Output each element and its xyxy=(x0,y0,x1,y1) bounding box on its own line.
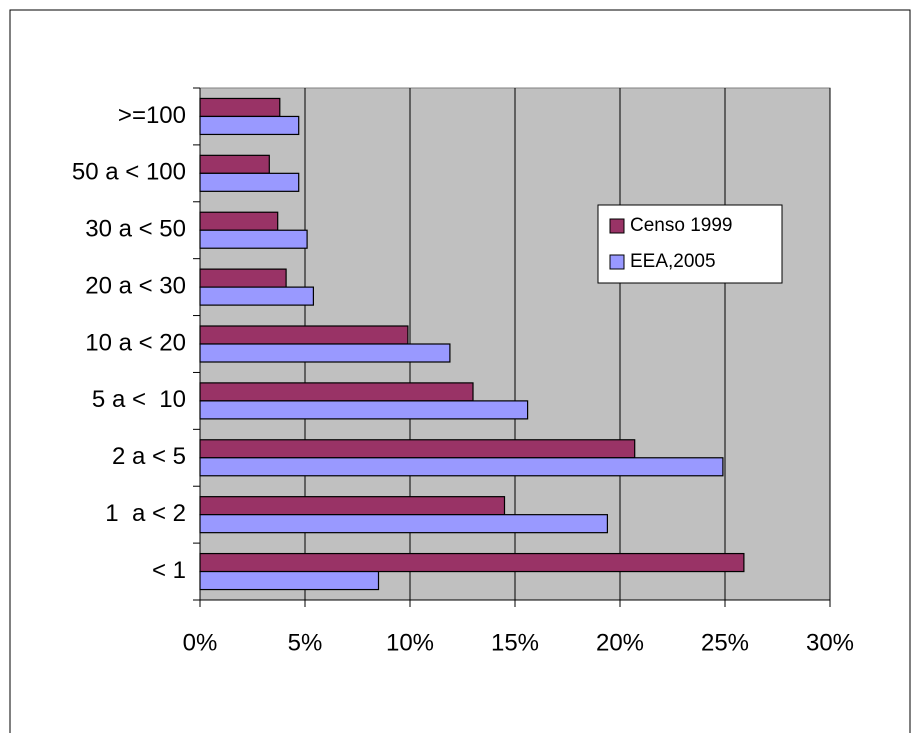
bar xyxy=(199,514,608,534)
legend-swatch xyxy=(609,254,625,270)
legend-swatch xyxy=(609,218,625,234)
legend-label: EEA,2005 xyxy=(630,251,716,272)
bar xyxy=(199,439,636,459)
y-tick-label: < 1 xyxy=(152,557,186,584)
y-tick-label: 30 a < 50 xyxy=(85,216,186,243)
y-tick-label: 5 a < 10 xyxy=(92,386,186,413)
bar xyxy=(199,172,300,192)
x-tick-label: 5% xyxy=(288,629,323,656)
bar xyxy=(199,400,529,420)
y-tick-label: 10 a < 20 xyxy=(85,329,186,356)
x-tick-label: 15% xyxy=(491,629,539,656)
x-tick-label: 25% xyxy=(701,629,749,656)
bar xyxy=(199,382,474,402)
y-tick-label: >=100 xyxy=(118,102,186,129)
bar xyxy=(199,343,451,363)
bar xyxy=(199,97,281,118)
y-tick-label: 2 a < 5 xyxy=(112,443,186,470)
bar xyxy=(199,457,724,477)
x-tick-label: 30% xyxy=(806,629,854,656)
bar xyxy=(199,325,409,345)
x-tick-label: 0% xyxy=(183,629,218,656)
bar xyxy=(199,552,745,573)
x-tick-label: 20% xyxy=(596,629,644,656)
bar xyxy=(199,570,380,591)
legend-label: Censo 1999 xyxy=(630,215,732,236)
y-tick-label: 1 a < 2 xyxy=(105,500,186,527)
bar xyxy=(199,496,506,516)
y-tick-label: 20 a < 30 xyxy=(85,272,186,299)
bar xyxy=(199,286,315,306)
bar xyxy=(199,229,308,249)
y-tick-label: 50 a < 100 xyxy=(72,159,186,186)
x-tick-label: 10% xyxy=(386,629,434,656)
bar xyxy=(199,268,287,288)
chart-frame xyxy=(9,9,911,733)
bar xyxy=(199,211,279,231)
bar xyxy=(199,115,300,136)
legend-box xyxy=(597,204,783,284)
bar xyxy=(199,154,270,174)
